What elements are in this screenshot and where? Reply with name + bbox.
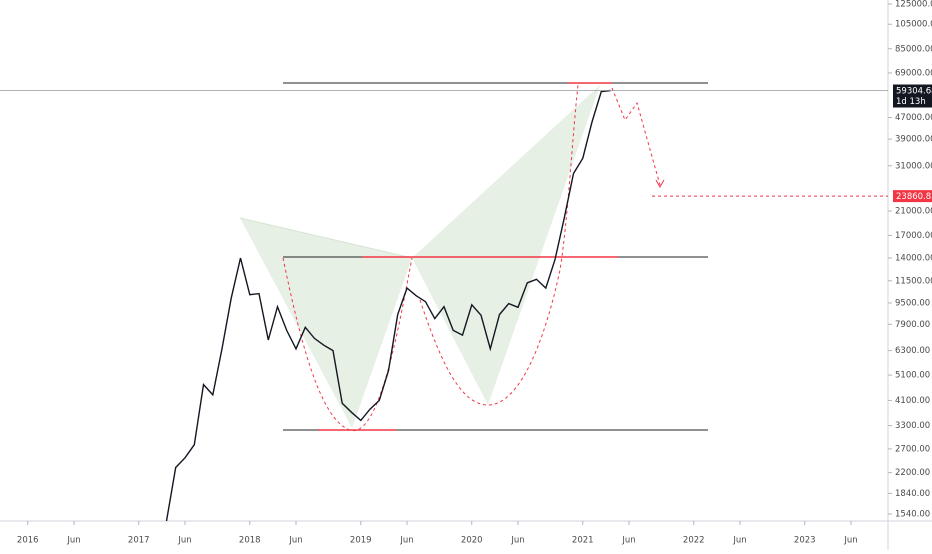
target-box: [893, 190, 932, 203]
y-tick-label: 7900.00: [895, 320, 930, 330]
y-tick-label: 5100.00: [895, 371, 930, 381]
y-tick-label: 9500.00: [895, 298, 930, 308]
pattern-edge: [239, 217, 413, 259]
y-tick-label: 21000.00: [895, 206, 932, 216]
x-tick-label: 2021: [572, 536, 594, 546]
x-tick-label: Jun: [621, 536, 635, 546]
x-tick-label: 2018: [239, 536, 261, 546]
x-tick-label: Jun: [66, 536, 80, 546]
price-line: [165, 89, 611, 522]
projection-arrow: [655, 179, 665, 189]
target-label: 23860.83: [896, 192, 932, 202]
cup-curve: [282, 257, 413, 431]
x-tick-label: Jun: [843, 536, 857, 546]
y-tick-label: 4100.00: [895, 396, 930, 406]
y-tick-label: 17000.00: [895, 231, 932, 241]
y-tick-label: 47000.00: [895, 113, 932, 123]
x-tick-label: Jun: [732, 536, 746, 546]
x-tick-label: Jun: [510, 536, 524, 546]
x-tick-label: 2020: [461, 536, 483, 546]
last-price-label: 59304.68: [896, 87, 932, 97]
y-tick-label: 39000.00: [895, 135, 932, 145]
x-tick-label: 2016: [17, 536, 39, 546]
cup-curve: [419, 84, 579, 406]
y-tick-label: 2700.00: [895, 444, 930, 454]
pattern-drawing: [239, 85, 600, 428]
y-tick-label: 3300.00: [895, 421, 930, 431]
y-tick-label: 6300.00: [895, 346, 930, 356]
x-tick-label: Jun: [288, 536, 302, 546]
projection-path: [611, 87, 661, 186]
y-tick-label: 31000.00: [895, 161, 932, 171]
pattern-triangle: [240, 218, 412, 428]
y-tick-label: 85000.00: [895, 44, 932, 54]
y-tick-label: 11500.00: [895, 276, 932, 286]
projection-drawing: [282, 84, 665, 431]
y-tick-label: 1840.00: [895, 489, 930, 499]
last-price-box: [893, 84, 932, 108]
levels: [283, 82, 708, 431]
y-tick-label: 69000.00: [895, 68, 932, 78]
x-tick-label: Jun: [177, 536, 191, 546]
countdown-label: 1d 13h: [896, 97, 926, 107]
y-tick-label: 2200.00: [895, 468, 930, 478]
y-tick-label: 125000.00: [895, 0, 932, 10]
y-tick-label: 1540.00: [895, 510, 930, 520]
pattern-triangle: [412, 85, 600, 405]
x-tick-label: 2023: [794, 536, 816, 546]
x-tick-label: 2017: [128, 536, 150, 546]
x-tick-label: 2019: [350, 536, 372, 546]
x-tick-label: Jun: [399, 536, 413, 546]
y-tick-label: 105000.00: [895, 20, 932, 30]
x-tick-label: 2022: [683, 536, 705, 546]
y-tick-label: 14000.00: [895, 253, 932, 263]
